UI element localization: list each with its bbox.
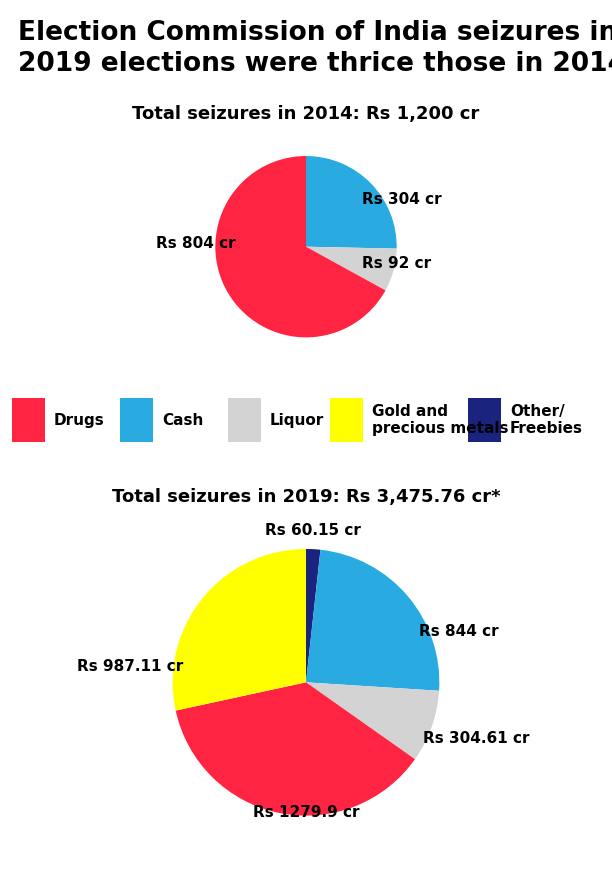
Text: Rs 92 cr: Rs 92 cr (362, 255, 431, 270)
Text: Rs 60.15 cr: Rs 60.15 cr (265, 524, 360, 538)
Wedge shape (306, 683, 439, 759)
Wedge shape (215, 156, 386, 337)
Title: Total seizures in 2019: Rs 3,475.76 cr*: Total seizures in 2019: Rs 3,475.76 cr* (111, 488, 501, 506)
Text: Rs 304 cr: Rs 304 cr (362, 192, 442, 207)
Text: Other/
Freebies: Other/ Freebies (510, 404, 583, 436)
Text: Rs 804 cr: Rs 804 cr (155, 236, 235, 251)
Wedge shape (306, 246, 397, 291)
FancyBboxPatch shape (468, 398, 501, 442)
FancyBboxPatch shape (12, 398, 45, 442)
FancyBboxPatch shape (120, 398, 153, 442)
Text: Rs 1279.9 cr: Rs 1279.9 cr (253, 805, 359, 820)
Wedge shape (306, 156, 397, 249)
Text: Drugs: Drugs (54, 412, 105, 428)
Wedge shape (306, 549, 439, 691)
Text: Rs 304.61 cr: Rs 304.61 cr (424, 731, 530, 746)
Text: Gold and
precious metals: Gold and precious metals (372, 404, 509, 436)
Wedge shape (306, 549, 321, 683)
Title: Total seizures in 2014: Rs 1,200 cr: Total seizures in 2014: Rs 1,200 cr (132, 106, 480, 124)
Wedge shape (176, 683, 415, 815)
Wedge shape (173, 549, 306, 710)
FancyBboxPatch shape (330, 398, 363, 442)
Text: Rs 987.11 cr: Rs 987.11 cr (77, 659, 184, 674)
FancyBboxPatch shape (228, 398, 261, 442)
Text: Liquor: Liquor (270, 412, 324, 428)
Text: Election Commission of India seizures in the
2019 elections were thrice those in: Election Commission of India seizures in… (18, 20, 612, 76)
Text: Rs 844 cr: Rs 844 cr (419, 624, 499, 639)
Text: Cash: Cash (162, 412, 203, 428)
